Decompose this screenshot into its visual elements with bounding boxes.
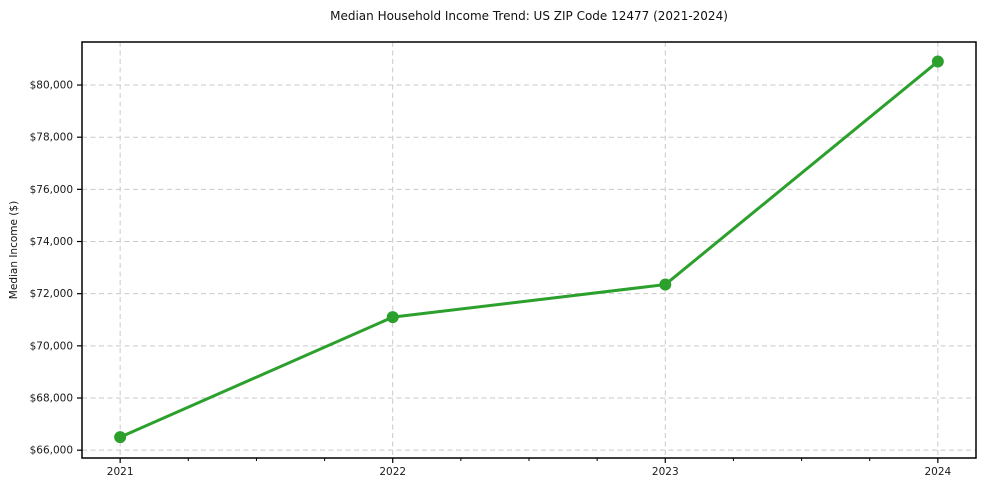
x-tick-label: 2022 <box>379 466 406 478</box>
y-tick-label: $74,000 <box>30 236 73 248</box>
x-tick-label: 2024 <box>924 466 951 478</box>
x-tick-label: 2021 <box>107 466 134 478</box>
y-tick-label: $70,000 <box>30 340 73 352</box>
y-tick-label: $72,000 <box>30 288 73 300</box>
data-point-marker <box>386 311 399 324</box>
y-tick-label: $66,000 <box>30 445 73 457</box>
y-tick-label: $68,000 <box>30 393 73 405</box>
chart-title: Median Household Income Trend: US ZIP Co… <box>330 9 728 23</box>
data-point-marker <box>659 278 672 291</box>
y-tick-label: $76,000 <box>30 184 73 196</box>
y-tick-label: $80,000 <box>30 80 73 92</box>
x-tick-label: 2023 <box>652 466 679 478</box>
data-point-marker <box>114 431 127 444</box>
data-point-marker <box>931 55 944 68</box>
trend-line <box>118 60 940 439</box>
y-tick-label: $78,000 <box>30 132 73 144</box>
